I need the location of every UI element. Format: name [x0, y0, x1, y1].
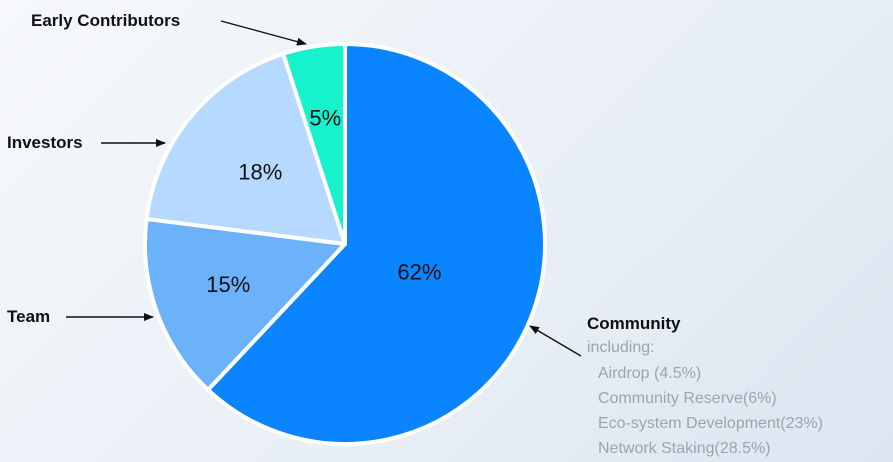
- early-contributors-callout: Early Contributors: [31, 11, 181, 30]
- pie-slice-team: [143, 216, 347, 392]
- slice-label-investors: 18%: [238, 160, 282, 185]
- community-item-reserve: Community Reserve(6%): [598, 390, 777, 407]
- community-item-ecosystem: Eco-system Development(23%): [598, 415, 823, 432]
- pie-slice-early-contributors: [281, 42, 347, 246]
- early-contributors-arrow: [220, 20, 307, 46]
- slice-label-team: 15%: [206, 272, 250, 297]
- pie-slice-investors: [144, 51, 347, 246]
- slice-label-community: 62%: [397, 259, 441, 284]
- pie-slice-community: [206, 42, 547, 446]
- community-item-airdrop: Airdrop (4.5%): [598, 365, 702, 382]
- investors-callout: Investors: [7, 133, 83, 152]
- community-including-label: including:: [587, 339, 655, 356]
- team-callout: Team: [7, 307, 51, 326]
- community-item-staking: Network Staking(28.5%): [598, 440, 771, 457]
- slice-label-early-contributors: 5%: [309, 105, 341, 130]
- community-arrow: [529, 325, 582, 357]
- community-callout: Community: [587, 314, 681, 333]
